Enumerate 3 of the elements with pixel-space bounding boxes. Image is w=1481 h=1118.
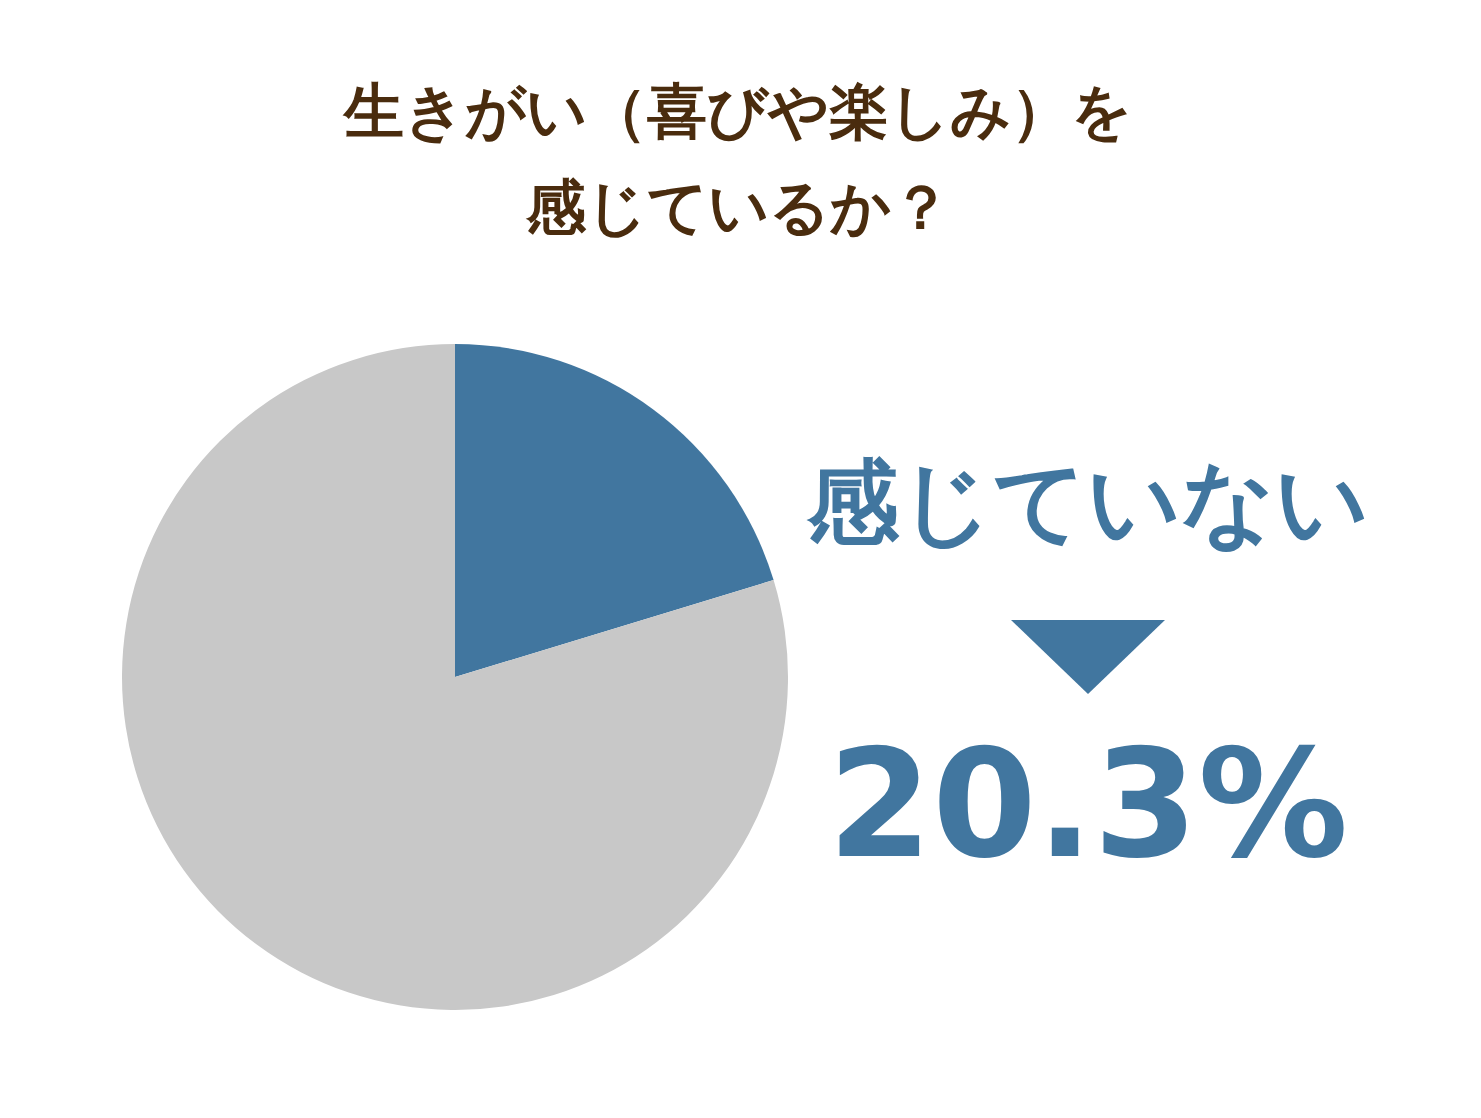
chart-title: 生きがい（喜びや楽しみ）を感じているか？ xyxy=(342,75,1133,244)
slice-label: 感じていない xyxy=(806,448,1370,558)
data-label: 20.3% xyxy=(826,716,1350,893)
